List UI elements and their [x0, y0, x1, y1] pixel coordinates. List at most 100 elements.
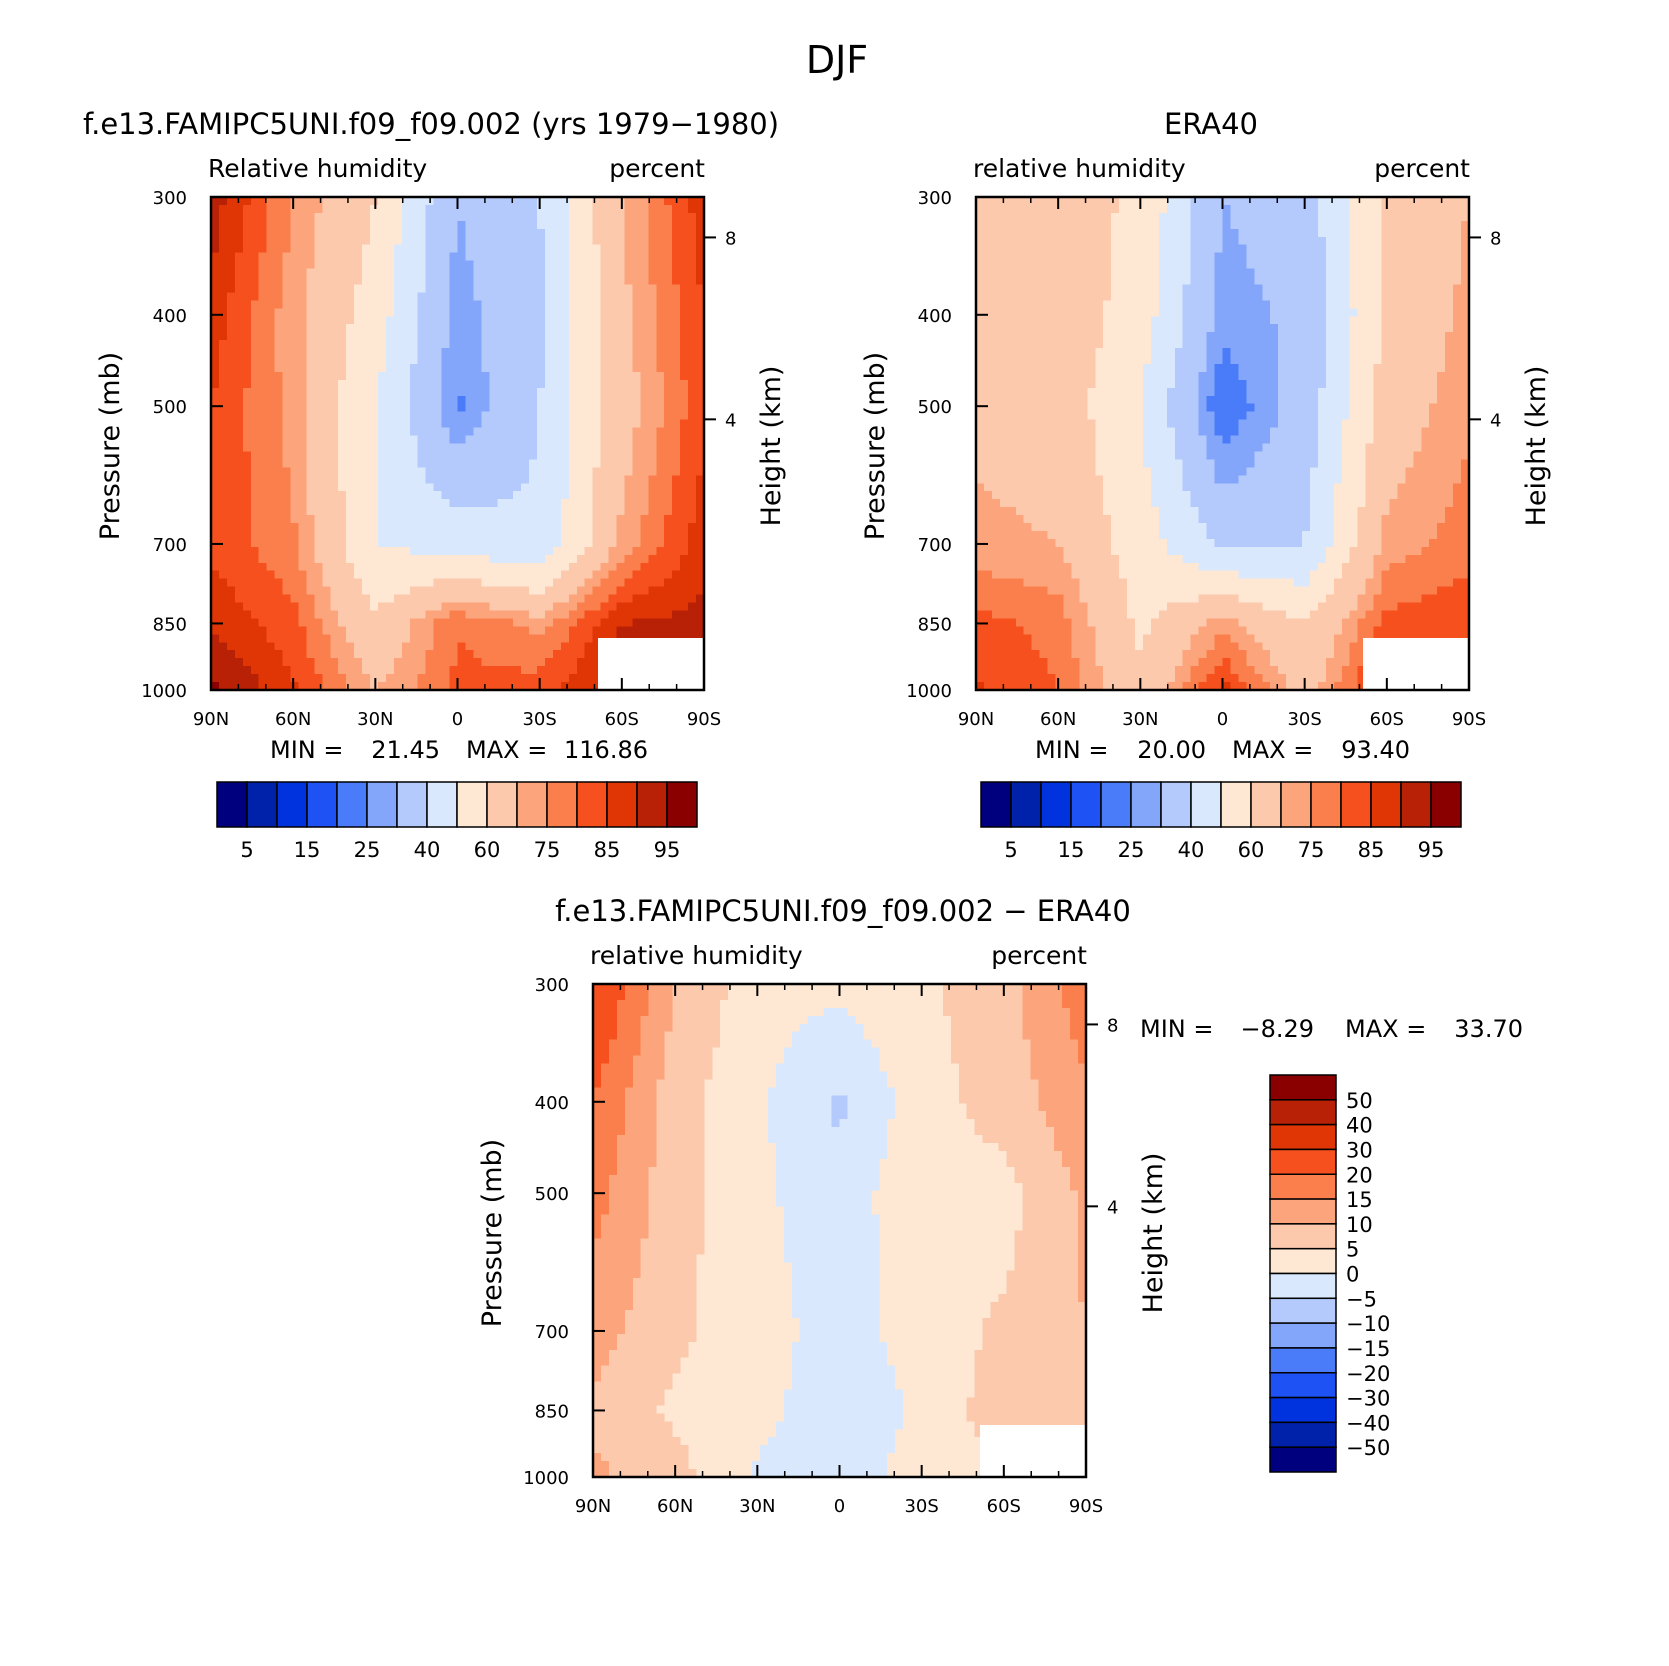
field-cell — [680, 491, 689, 500]
field-cell — [266, 538, 276, 548]
field-cell — [1445, 268, 1454, 278]
field-cell — [544, 308, 554, 317]
field-cell — [632, 626, 641, 635]
field-cell — [354, 252, 363, 262]
field-cell — [1031, 308, 1041, 317]
field-cell — [529, 546, 538, 556]
field-cell — [600, 610, 610, 620]
field-cell — [1294, 300, 1303, 309]
field-cell — [338, 332, 347, 341]
field-cell — [1023, 204, 1033, 214]
field-cell — [370, 483, 379, 492]
field-cell — [1302, 324, 1311, 333]
field-cell — [481, 324, 490, 333]
field-cell — [576, 379, 586, 389]
y2-tick-label: 8 — [725, 228, 736, 249]
field-cell — [1095, 276, 1104, 286]
field-cell — [234, 212, 244, 222]
colorbar-swatch — [306, 781, 338, 828]
field-cell — [983, 276, 993, 286]
field-cell — [425, 626, 435, 635]
field-cell — [425, 475, 435, 484]
field-cell — [322, 594, 331, 604]
field-cell — [696, 562, 705, 572]
field-cell — [314, 292, 323, 301]
field-cell — [306, 411, 315, 421]
field-cell — [218, 244, 228, 254]
field-cell — [433, 244, 443, 254]
field-cell — [1373, 284, 1383, 294]
field-cell — [401, 634, 411, 643]
field-cell — [425, 300, 435, 309]
field-cell — [1349, 204, 1359, 214]
field-cell — [1333, 197, 1343, 206]
field-cell — [568, 324, 578, 333]
field-cell — [497, 419, 506, 429]
field-cell — [385, 348, 395, 357]
field-cell — [568, 284, 578, 294]
field-cell — [1357, 220, 1367, 230]
field-cell — [1230, 276, 1239, 286]
field-cell — [473, 419, 482, 429]
field-cell — [338, 260, 347, 270]
panel-model-y2-label: Height (km) — [756, 366, 787, 527]
field-cell — [1317, 197, 1327, 206]
field-cell — [290, 411, 300, 421]
field-cell — [370, 276, 379, 286]
field-cell — [370, 467, 379, 476]
field-cell — [417, 634, 427, 643]
field-cell — [632, 371, 641, 381]
field-cell — [672, 435, 681, 445]
field-cell — [457, 228, 467, 238]
field-cell — [377, 419, 387, 429]
field-cell — [346, 674, 355, 683]
field-cell — [234, 562, 244, 572]
field-cell — [632, 220, 641, 230]
field-cell — [314, 427, 323, 437]
field-cell — [640, 618, 649, 627]
field-cell — [1111, 252, 1120, 262]
field-cell — [1405, 260, 1414, 270]
field-cell — [290, 523, 300, 532]
field-cell — [393, 538, 403, 548]
field-cell — [544, 244, 554, 254]
field-cell — [632, 403, 641, 413]
field-cell — [1174, 212, 1184, 222]
field-cell — [234, 387, 244, 397]
field-cell — [576, 260, 586, 270]
field-cell — [489, 578, 498, 588]
field-cell — [385, 658, 395, 667]
field-cell — [1238, 212, 1247, 222]
field-cell — [688, 316, 697, 325]
field-cell — [409, 594, 419, 604]
field-cell — [552, 499, 562, 508]
field-cell — [560, 435, 570, 445]
field-cell — [1373, 260, 1383, 270]
field-cell — [1087, 252, 1096, 262]
field-cell — [417, 515, 427, 524]
colorbar-swatch — [246, 781, 278, 828]
field-cell — [1437, 212, 1446, 222]
field-cell — [274, 332, 284, 341]
field-cell — [226, 530, 236, 540]
field-cell — [1142, 228, 1152, 238]
field-cell — [1429, 228, 1438, 238]
field-cell — [377, 284, 387, 294]
field-cell — [1254, 228, 1263, 238]
field-cell — [234, 395, 244, 405]
field-cell — [433, 602, 443, 612]
field-cell — [417, 562, 427, 572]
field-cell — [1158, 324, 1168, 333]
field-cell — [497, 379, 506, 389]
field-cell — [696, 586, 705, 596]
field-cell — [290, 284, 300, 294]
field-cell — [1461, 244, 1470, 254]
field-cell — [1135, 252, 1144, 262]
field-cell — [322, 650, 331, 659]
field-cell — [409, 467, 419, 476]
field-cell — [576, 594, 586, 604]
field-cell — [338, 435, 347, 445]
field-cell — [1039, 204, 1049, 214]
field-cell — [290, 674, 300, 683]
